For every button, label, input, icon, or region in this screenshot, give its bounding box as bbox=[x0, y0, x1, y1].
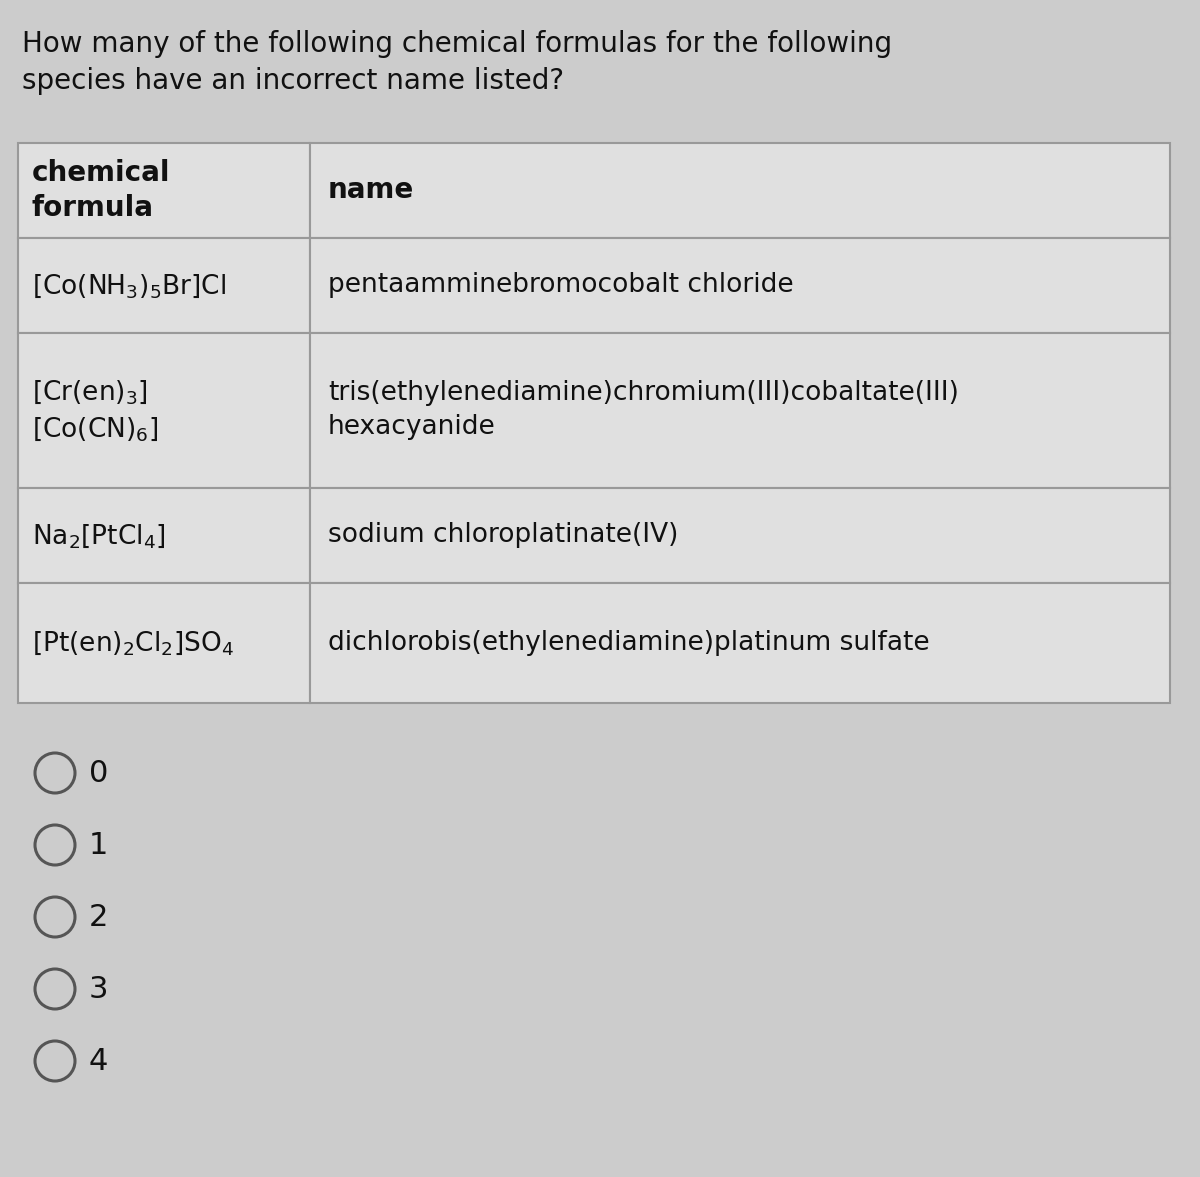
Text: sodium chloroplatinate(IV): sodium chloroplatinate(IV) bbox=[328, 523, 678, 548]
Text: 2: 2 bbox=[89, 903, 108, 931]
Bar bbox=[310, 142, 1170, 238]
Text: 0: 0 bbox=[89, 758, 108, 787]
Bar bbox=[18, 142, 310, 238]
Text: 3: 3 bbox=[89, 975, 108, 1004]
Bar bbox=[18, 488, 310, 583]
Bar bbox=[310, 583, 1170, 703]
Text: 1: 1 bbox=[89, 831, 108, 859]
Text: [Pt(en)$_{2}$Cl$_{2}$]SO$_{4}$: [Pt(en)$_{2}$Cl$_{2}$]SO$_{4}$ bbox=[32, 629, 234, 657]
Text: name: name bbox=[328, 177, 414, 205]
Text: 4: 4 bbox=[89, 1046, 108, 1076]
Bar bbox=[18, 238, 310, 333]
Text: pentaamminebromocobalt chloride: pentaamminebromocobalt chloride bbox=[328, 273, 793, 299]
Bar bbox=[310, 488, 1170, 583]
Text: [Cr(en)$_{3}$]
[Co(CN)$_{6}$]: [Cr(en)$_{3}$] [Co(CN)$_{6}$] bbox=[32, 378, 158, 443]
Text: tris(ethylenediamine)chromium(III)cobaltate(III)
hexacyanide: tris(ethylenediamine)chromium(III)cobalt… bbox=[328, 380, 959, 440]
Bar bbox=[18, 333, 310, 488]
Text: dichlorobis(ethylenediamine)platinum sulfate: dichlorobis(ethylenediamine)platinum sul… bbox=[328, 630, 930, 656]
Text: Na$_{2}$[PtCl$_{4}$]: Na$_{2}$[PtCl$_{4}$] bbox=[32, 521, 166, 550]
Bar bbox=[310, 238, 1170, 333]
Bar bbox=[310, 333, 1170, 488]
Text: [Co(NH$_{3}$)$_{5}$Br]Cl: [Co(NH$_{3}$)$_{5}$Br]Cl bbox=[32, 272, 226, 299]
Text: How many of the following chemical formulas for the following
species have an in: How many of the following chemical formu… bbox=[22, 29, 892, 95]
Text: chemical
formula: chemical formula bbox=[32, 159, 170, 221]
Bar bbox=[18, 583, 310, 703]
